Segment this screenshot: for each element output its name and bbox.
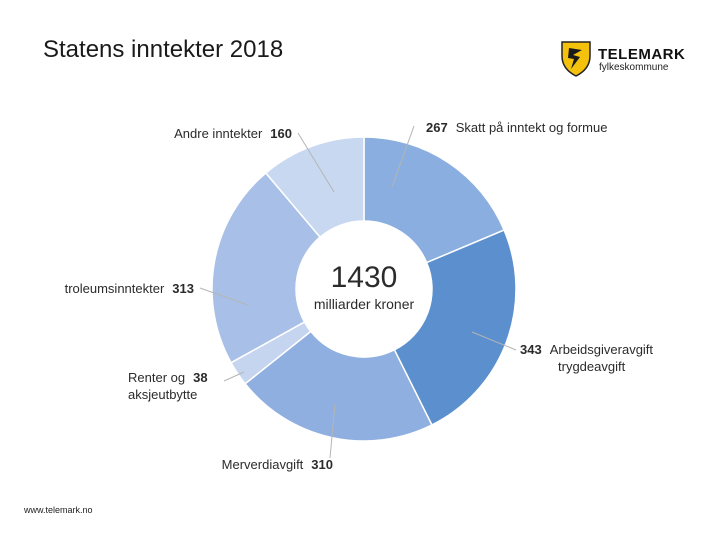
- slice-value: 310: [311, 457, 333, 472]
- slice-label: troleumsinntekter 313: [65, 281, 194, 296]
- leader-line: [297, 132, 335, 193]
- slice-merverdiavgift: [244, 330, 433, 442]
- leader-line: [223, 371, 245, 382]
- slice-andre-inntekter: [264, 136, 365, 239]
- slice-value: 313: [172, 281, 194, 296]
- slice-label: 343 Arbeidsgiveravgift trygdeavgift: [520, 342, 653, 374]
- center-unit: milliarder kroner: [314, 296, 415, 312]
- center-total: 1430: [331, 261, 398, 294]
- slice-value: 343: [520, 342, 542, 357]
- leader-line: [471, 331, 517, 351]
- shield-icon: [561, 41, 591, 77]
- footer-url: www.telemark.no: [24, 505, 93, 515]
- leader-line: [199, 287, 249, 306]
- leader-line: [329, 403, 336, 459]
- logo-name: TELEMARK: [598, 46, 686, 63]
- slice-value: 267: [426, 120, 448, 135]
- slice-label: 267 Skatt på inntekt og formue: [426, 120, 607, 135]
- slice-label: Renter og 38 aksjeutbytte: [128, 370, 208, 402]
- slice-troleumsinntekter: [211, 171, 322, 364]
- slice-value: 38: [193, 370, 207, 385]
- telemark-logo: TELEMARK fylkeskommune: [560, 40, 690, 80]
- slice-value: 160: [270, 126, 292, 141]
- slide-title: Statens inntekter 2018: [43, 36, 284, 63]
- slice-label: Merverdiavgift 310: [222, 457, 333, 472]
- logo-subtitle: fylkeskommune: [599, 62, 669, 73]
- slice-label: Andre inntekter 160: [174, 126, 292, 141]
- slice-arbeidsgiveravgift-trygdeavgift: [393, 229, 517, 426]
- leader-line: [391, 125, 415, 188]
